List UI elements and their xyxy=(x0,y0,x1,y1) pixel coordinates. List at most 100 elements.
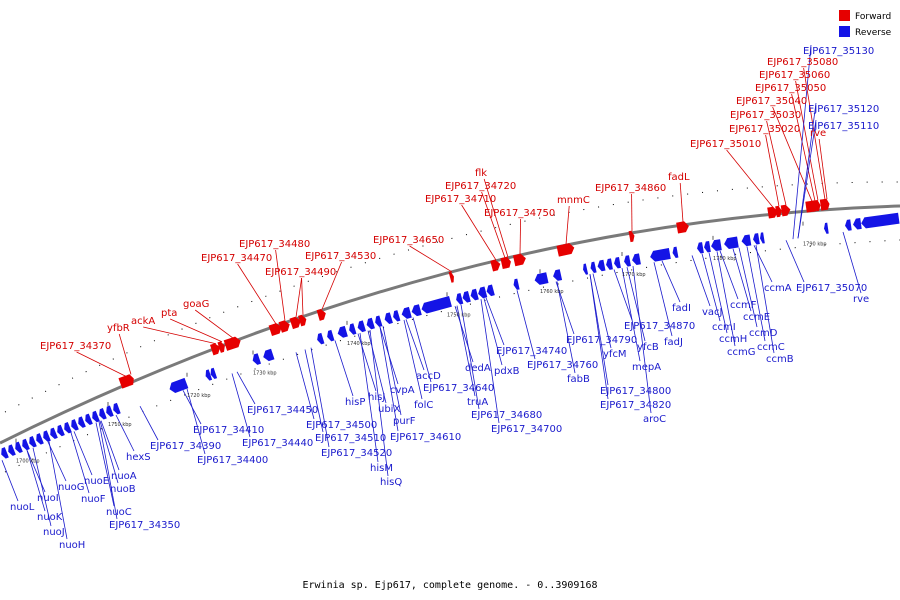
gene-arrow-rev-1[interactable] xyxy=(6,444,16,456)
gene-arrow-rev-17[interactable] xyxy=(168,377,189,395)
leader-line xyxy=(460,304,480,410)
gene-arrow-rev-44[interactable] xyxy=(597,259,606,272)
gene-arrow-rev-53[interactable] xyxy=(710,239,722,252)
gene-arrow-rev-24[interactable] xyxy=(336,325,348,339)
gene-arrow-rev-18[interactable] xyxy=(204,369,213,381)
gene-label-reverse: ccmB xyxy=(766,354,794,365)
gene-arrow-fwd-9[interactable] xyxy=(316,308,328,321)
gene-arrow-rev-55[interactable] xyxy=(741,234,752,247)
gene-arrow-rev-25[interactable] xyxy=(348,323,357,335)
gene-arrow-rev-2[interactable] xyxy=(13,441,23,454)
gene-arrow-fwd-3[interactable] xyxy=(217,341,226,353)
gene-arrow-rev-29[interactable] xyxy=(383,312,393,325)
leader-line xyxy=(379,326,399,432)
gene-arrow-rev-48[interactable] xyxy=(631,253,641,266)
gene-label-forward: EJP617_34480 xyxy=(239,239,310,250)
gene-arrow-rev-54[interactable] xyxy=(723,236,739,250)
gene-arrow-fwd-7[interactable] xyxy=(289,316,303,330)
gene-arrow-fwd-17[interactable] xyxy=(676,221,690,234)
gene-arrow-rev-34[interactable] xyxy=(455,292,464,305)
gene-arrow-rev-35[interactable] xyxy=(461,290,471,303)
gene-arrow-rev-8[interactable] xyxy=(55,424,65,437)
gene-arrow-fwd-11[interactable] xyxy=(490,259,502,272)
gene-arrow-rev-45[interactable] xyxy=(605,258,613,270)
gene-arrow-fwd-2[interactable] xyxy=(210,342,222,356)
gene-arrow-rev-43[interactable] xyxy=(589,261,597,274)
gene-arrow-rev-4[interactable] xyxy=(27,435,37,448)
gene-label-reverse: nuoJ xyxy=(43,527,65,538)
gene-arrow-rev-40[interactable] xyxy=(533,272,549,286)
gene-label-reverse: ccmG xyxy=(727,347,756,358)
gene-arrow-rev-12[interactable] xyxy=(83,413,93,426)
gene-arrow-rev-39[interactable] xyxy=(512,278,520,291)
gene-arrow-rev-57[interactable] xyxy=(759,232,765,244)
gene-arrow-rev-28[interactable] xyxy=(374,315,383,327)
gene-arrow-rev-46[interactable] xyxy=(613,256,621,269)
gene-arrow-rev-41[interactable] xyxy=(552,269,563,281)
gene-arrow-rev-22[interactable] xyxy=(316,332,325,345)
gene-arrow-fwd-5[interactable] xyxy=(268,322,284,337)
gene-arrow-fwd-10[interactable] xyxy=(448,271,456,283)
gene-arrow-fwd-20[interactable] xyxy=(780,204,792,217)
gene-arrow-rev-10[interactable] xyxy=(69,419,79,431)
gene-arrow-rev-3[interactable] xyxy=(20,438,30,451)
gene-arrow-rev-14[interactable] xyxy=(97,408,107,420)
gene-arrow-fwd-25[interactable] xyxy=(823,198,830,211)
gene-arrow-rev-5[interactable] xyxy=(34,433,44,445)
gene-arrow-rev-26[interactable] xyxy=(356,320,366,333)
gene-arrow-fwd-4[interactable] xyxy=(223,335,243,351)
leader-line xyxy=(70,432,90,494)
gene-label-forward: fadL xyxy=(668,172,690,183)
gene-label-reverse: hisM xyxy=(370,463,393,474)
gene-arrow-rev-58[interactable] xyxy=(823,222,829,234)
gene-arrow-fwd-19[interactable] xyxy=(775,205,783,218)
gene-arrow-rev-20[interactable] xyxy=(251,353,262,366)
tick-label: 1760 kbp xyxy=(540,289,564,295)
gene-arrow-fwd-18[interactable] xyxy=(767,206,779,219)
gene-arrow-fwd-14[interactable] xyxy=(512,253,527,267)
gene-arrow-fwd-16[interactable] xyxy=(628,230,636,243)
gene-arrow-rev-15[interactable] xyxy=(104,405,114,417)
gene-arrow-rev-49[interactable] xyxy=(649,248,671,262)
gene-arrow-fwd-15[interactable] xyxy=(556,242,576,257)
leader-line xyxy=(379,326,399,385)
gene-arrow-rev-51[interactable] xyxy=(696,242,704,254)
gene-arrow-rev-60[interactable] xyxy=(852,218,862,230)
gene-arrow-rev-27[interactable] xyxy=(365,317,375,331)
gene-arrow-rev-9[interactable] xyxy=(62,421,72,434)
gene-arrow-fwd-13[interactable] xyxy=(503,256,512,269)
gene-arrow-rev-0[interactable] xyxy=(0,447,9,459)
gene-arrow-rev-16[interactable] xyxy=(111,402,121,415)
gene-arrow-fwd-8[interactable] xyxy=(298,314,308,327)
gene-label-reverse: EJP617_34870 xyxy=(624,321,695,332)
gene-arrow-rev-23[interactable] xyxy=(326,329,335,342)
gene-arrow-rev-61[interactable] xyxy=(860,212,900,229)
gene-arrow-rev-37[interactable] xyxy=(477,286,488,300)
gene-arrow-rev-33[interactable] xyxy=(420,296,452,314)
gene-arrow-rev-6[interactable] xyxy=(41,430,51,442)
gene-arrow-fwd-23[interactable] xyxy=(814,199,821,212)
gene-arrow-fwd-1[interactable] xyxy=(126,373,135,386)
gene-arrow-rev-36[interactable] xyxy=(469,288,479,301)
gene-arrow-rev-56[interactable] xyxy=(752,233,760,245)
gene-label-reverse: hisQ xyxy=(380,477,402,488)
gene-arrow-rev-7[interactable] xyxy=(48,427,58,440)
leader-line xyxy=(182,390,202,425)
gene-arrow-rev-42[interactable] xyxy=(582,263,589,275)
gene-arrow-rev-59[interactable] xyxy=(844,219,852,231)
gene-arrow-rev-19[interactable] xyxy=(209,367,218,380)
gene-arrow-rev-50[interactable] xyxy=(672,246,679,259)
gene-arrow-rev-52[interactable] xyxy=(703,240,711,253)
gene-label-reverse: nuoK xyxy=(37,512,63,523)
gene-arrow-fwd-6[interactable] xyxy=(278,319,292,333)
gene-arrow-rev-32[interactable] xyxy=(410,304,422,317)
gene-arrow-rev-47[interactable] xyxy=(623,255,631,267)
gene-arrow-rev-21[interactable] xyxy=(262,348,275,363)
leader-line xyxy=(169,318,223,343)
gene-label-reverse: EJP617_34820 xyxy=(600,400,671,411)
gene-arrow-rev-30[interactable] xyxy=(392,310,401,322)
gene-arrow-rev-31[interactable] xyxy=(400,306,412,320)
gene-arrow-rev-11[interactable] xyxy=(76,416,86,428)
gene-arrow-rev-13[interactable] xyxy=(90,410,100,423)
gene-arrow-rev-38[interactable] xyxy=(485,284,495,297)
